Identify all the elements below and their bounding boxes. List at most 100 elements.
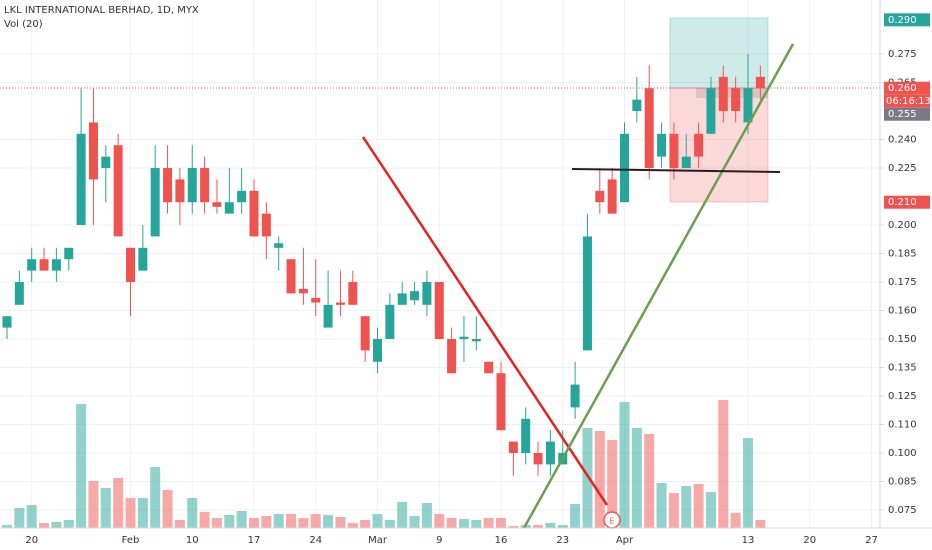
- prev-marker-box: [884, 107, 930, 121]
- volume-bar: [236, 511, 247, 528]
- volume-bar: [409, 516, 420, 528]
- volume-bar: [397, 502, 408, 528]
- volume-bar: [76, 404, 87, 528]
- x-tick-label: 20: [803, 535, 816, 546]
- candle-body: [718, 76, 728, 112]
- volume-bar: [705, 492, 716, 528]
- volume-bar: [286, 514, 297, 528]
- trend-line-up: [522, 43, 795, 529]
- volume-bar: [14, 508, 25, 528]
- volume-bar: [51, 522, 62, 528]
- volume-bar: [88, 481, 99, 528]
- candle-body: [187, 168, 197, 203]
- candle-body: [138, 247, 148, 271]
- trend-line-down: [361, 136, 609, 506]
- candle-body: [323, 304, 333, 328]
- y-tick-label: 0.175: [888, 277, 917, 288]
- candle-body: [274, 243, 284, 248]
- volume-bar: [644, 434, 655, 528]
- candle-body: [743, 88, 753, 123]
- candle-body: [113, 145, 123, 237]
- x-tick-label: 17: [248, 535, 261, 546]
- candle-body: [2, 316, 12, 328]
- volume-bar: [298, 518, 309, 528]
- candle-body: [224, 202, 234, 214]
- candle-body: [620, 133, 629, 203]
- y-tick-label: 0.200: [888, 220, 917, 231]
- candle-body: [14, 282, 24, 305]
- chart-title: LKL INTERNATIONAL BERHAD, 1D, MYX: [4, 5, 199, 16]
- candle-body: [755, 76, 765, 89]
- candle-body: [385, 304, 395, 340]
- candle-body: [298, 288, 308, 294]
- volume-bar: [570, 504, 581, 528]
- volume-bar: [100, 488, 111, 528]
- volume-bar: [372, 514, 383, 528]
- candle-body: [163, 168, 173, 203]
- volume-bar: [755, 520, 766, 528]
- candle-body: [150, 168, 160, 237]
- x-tick-label: 9: [436, 535, 442, 546]
- volume-bar: [224, 515, 235, 528]
- candle-body: [496, 373, 506, 431]
- price-marker: [884, 81, 930, 95]
- candle-body: [397, 293, 407, 305]
- candle-body: [360, 316, 370, 351]
- volume-bar: [63, 520, 74, 528]
- price-marker: [884, 195, 930, 209]
- x-tick-label: 20: [25, 535, 38, 546]
- volume-bar: [458, 519, 469, 528]
- x-tick-label: Mar: [368, 535, 388, 546]
- countdown: 06:16:13: [886, 96, 931, 107]
- candle-body: [335, 302, 345, 305]
- x-tick-label: 13: [742, 535, 755, 546]
- x-tick-label: 16: [495, 535, 508, 546]
- candle-body: [410, 291, 420, 301]
- candle-body: [644, 88, 654, 169]
- y-tick-label: 0.275: [888, 49, 917, 60]
- volume-bar: [187, 498, 198, 528]
- volume-bar: [619, 402, 630, 528]
- volume-pane: [2, 400, 766, 528]
- y-tick-label: 0.075: [888, 505, 917, 516]
- x-tick-label: Feb: [122, 535, 140, 546]
- volume-bar: [199, 512, 210, 528]
- volume-bar: [557, 525, 568, 528]
- price-marker-label: 0.210: [888, 197, 917, 208]
- price-marker-label: 0.290: [888, 15, 917, 26]
- volume-bar: [656, 483, 667, 528]
- candle-body: [681, 156, 691, 169]
- candle-body: [27, 259, 37, 271]
- x-tick-label: 10: [186, 535, 199, 546]
- candle-body: [311, 297, 321, 303]
- volume-bar: [261, 516, 272, 528]
- candle-body: [237, 190, 247, 203]
- support-line: [571, 168, 781, 173]
- candles: [2, 54, 765, 476]
- candle-body: [422, 282, 432, 305]
- candle-body: [39, 259, 49, 271]
- volume-bar: [668, 493, 679, 528]
- y-tick-label: 0.225: [888, 163, 917, 174]
- volume-bar: [434, 514, 445, 528]
- volume-bar: [631, 428, 642, 528]
- y-tick-label: 0.135: [888, 363, 917, 374]
- x-tick-label: 27: [865, 535, 878, 546]
- event-label: E: [609, 517, 614, 526]
- volume-bar: [681, 486, 692, 528]
- volume-bar: [384, 520, 395, 528]
- candle-body: [694, 133, 704, 157]
- y-tick-label: 0.085: [888, 476, 917, 487]
- y-tick-label: 0.240: [888, 135, 917, 146]
- candle-body: [286, 259, 296, 294]
- candle-body: [582, 236, 592, 351]
- candle-body: [731, 88, 741, 112]
- candle-body: [51, 259, 61, 271]
- volume-bar: [496, 518, 506, 528]
- volume-bar: [347, 523, 358, 528]
- volume-bar: [693, 484, 704, 528]
- volume-bar: [483, 518, 494, 528]
- candle-body: [64, 247, 74, 260]
